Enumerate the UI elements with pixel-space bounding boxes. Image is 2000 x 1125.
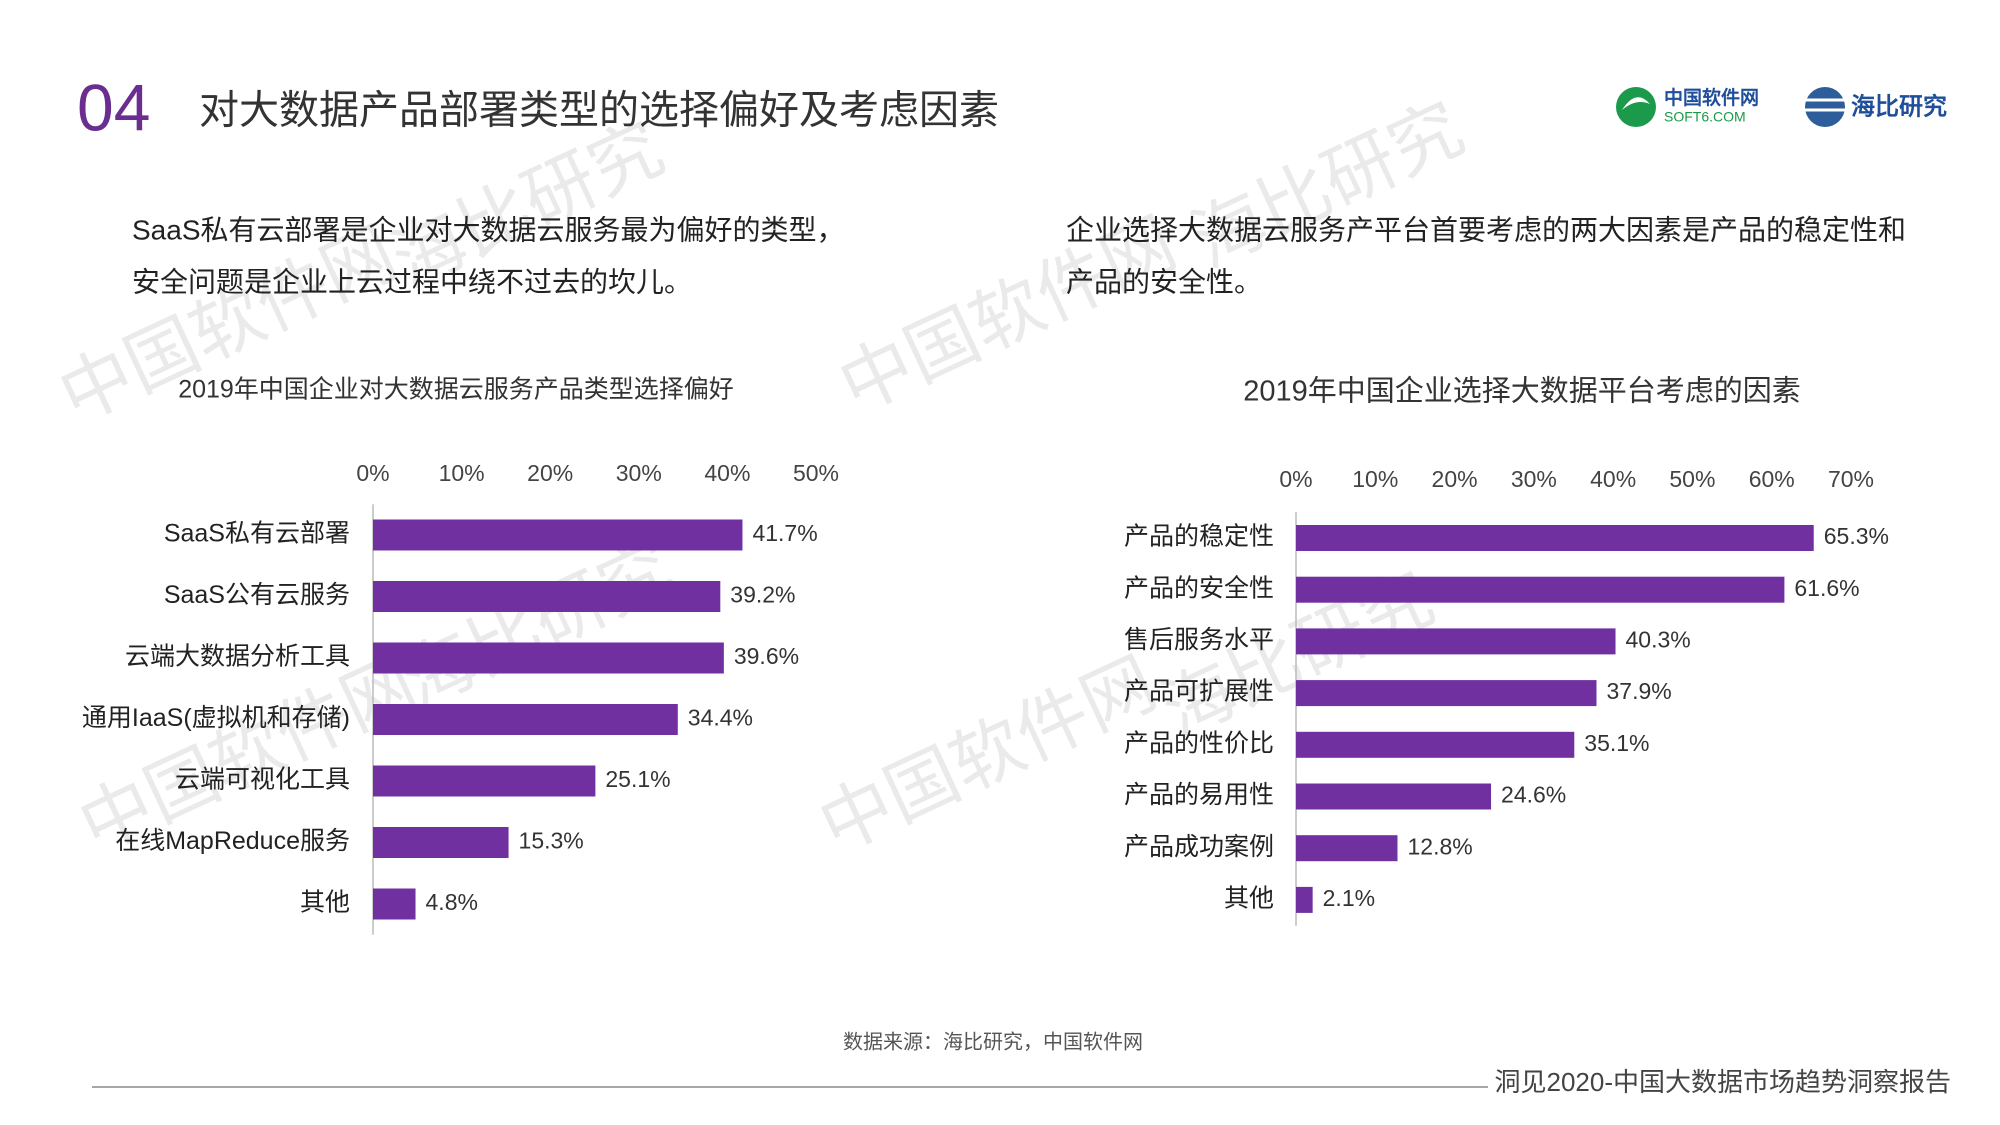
footer-text: 洞见2020-中国大数据市场趋势洞察报告 [1495,1067,1952,1097]
value-label: 35.1% [1584,730,1649,756]
category-label: 云端可视化工具 [175,766,350,794]
x-tick-label: 40% [704,460,750,486]
bar [1296,731,1575,758]
intro-right: 企业选择大数据云服务产平台首要考虑的两大因素是产品的稳定性和 [1066,214,1906,245]
category-label: 产品的稳定性 [1124,523,1274,551]
x-tick-label: 60% [1749,466,1795,492]
slide-title: 对大数据产品部署类型的选择偏好及考虑因素 [199,89,999,133]
intro-left: SaaS私有云部署是企业对大数据云服务最为偏好的类型， [132,214,845,245]
value-label: 2.1% [1323,885,1375,911]
x-tick-label: 50% [1669,466,1715,492]
value-label: 41.7% [752,520,817,546]
value-label: 24.6% [1501,782,1566,808]
intro-right: 产品的安全性。 [1066,266,1262,297]
x-tick-label: 20% [1432,466,1478,492]
bar [1296,783,1492,810]
haibi-name: 海比研究 [1851,92,1947,120]
chart-title: 2019年中国企业对大数据云服务产品类型选择偏好 [178,376,734,404]
x-tick-label: 0% [1279,466,1312,492]
category-label: SaaS私有云部署 [164,520,350,548]
source-note: 数据来源：海比研究，中国软件网 [843,1030,1143,1053]
haibi-logo: 海比研究 [1805,87,1947,127]
category-label: 其他 [1224,885,1274,913]
category-label: 云端大数据分析工具 [125,643,350,671]
bar [1296,576,1785,603]
category-label: 产品的安全性 [1124,574,1274,602]
value-label: 39.6% [734,643,799,669]
category-label: 产品的易用性 [1124,781,1274,809]
watermark: 海比研究 [1180,88,1475,282]
x-tick-label: 0% [356,460,389,486]
value-label: 4.8% [426,889,478,915]
soft6-name: 中国软件网 [1664,86,1759,109]
bar [373,642,724,674]
category-label: 产品可扩展性 [1124,678,1274,706]
intro-left: 安全问题是企业上云过程中绕不过去的坎儿。 [132,266,692,297]
value-label: 40.3% [1626,626,1691,652]
x-tick-label: 20% [527,460,573,486]
bar [1296,835,1398,862]
value-label: 37.9% [1606,678,1671,704]
bar [1296,680,1597,707]
value-label: 12.8% [1407,833,1472,859]
bar [1296,886,1313,913]
x-tick-label: 30% [616,460,662,486]
x-tick-label: 40% [1590,466,1636,492]
soft6-icon-swoosh [1622,97,1650,110]
bar [373,704,678,735]
category-label: 通用IaaS(虚拟机和存储) [82,704,350,732]
section-number: 04 [77,70,150,144]
category-label: 在线MapReduce服务 [115,827,350,855]
x-tick-label: 70% [1828,466,1874,492]
haibi-icon [1805,87,1845,127]
value-label: 25.1% [605,766,670,792]
soft6-icon [1616,87,1656,127]
soft6-domain: SOFT6.COM [1664,109,1746,125]
category-label: SaaS公有云服务 [164,581,350,609]
category-label: 售后服务水平 [1124,626,1274,654]
bar [373,765,596,797]
category-label: 产品的性价比 [1124,729,1274,757]
watermark: 中国软件网 [808,643,1168,868]
category-label: 产品成功案例 [1124,833,1274,861]
value-label: 61.6% [1794,575,1859,601]
bar [1296,525,1814,551]
bar [1296,628,1616,655]
value-label: 65.3% [1824,523,1889,549]
bar [373,519,743,551]
category-label: 其他 [300,889,350,917]
value-label: 39.2% [730,582,795,608]
chart-title: 2019年中国企业选择大数据平台考虑的因素 [1243,375,1801,408]
watermark: 中国软件网 [48,213,408,438]
value-label: 15.3% [519,828,584,854]
value-label: 34.4% [688,705,753,731]
x-tick-label: 10% [1352,466,1398,492]
x-tick-label: 10% [439,460,485,486]
soft6-logo: 中国软件网 SOFT6.COM [1616,86,1759,127]
bar [373,888,416,920]
watermark: 海比研究 [390,528,685,722]
x-tick-label: 30% [1511,466,1557,492]
x-tick-label: 50% [793,460,839,486]
bar [373,827,509,858]
bar [373,581,721,612]
